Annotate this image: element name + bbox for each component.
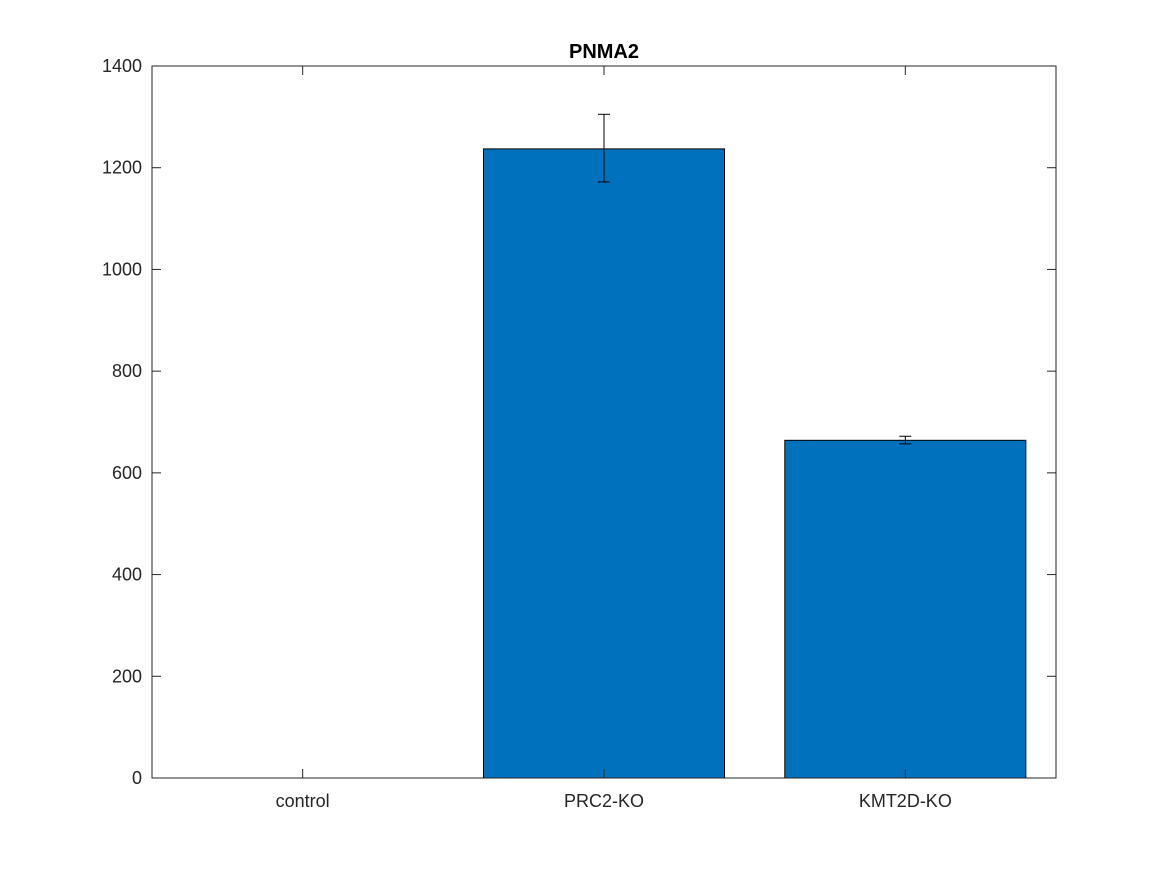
bar-kmt2d-ko [784,439,1027,779]
y-tick-label: 600 [112,463,142,483]
y-tick-label: 1400 [102,56,142,76]
chart-title: PNMA2 [569,41,639,63]
bar-prc2-ko [482,148,726,779]
y-tick-label: 800 [112,361,142,381]
plot-area: 0 200 400 600 800 1000 1200 1400 control PRC2-KO K… [102,56,1057,811]
y-tick-label: 400 [112,565,142,585]
y-tick-label: 1200 [102,158,142,178]
y-tick-label: 1000 [102,259,142,279]
x-tick-label: control [276,791,330,811]
x-tick-label: KMT2D-KO [859,791,952,811]
x-tick-label: PRC2-KO [564,791,644,811]
y-tick-label: 0 [132,768,142,788]
y-tick-label: 200 [112,666,142,686]
